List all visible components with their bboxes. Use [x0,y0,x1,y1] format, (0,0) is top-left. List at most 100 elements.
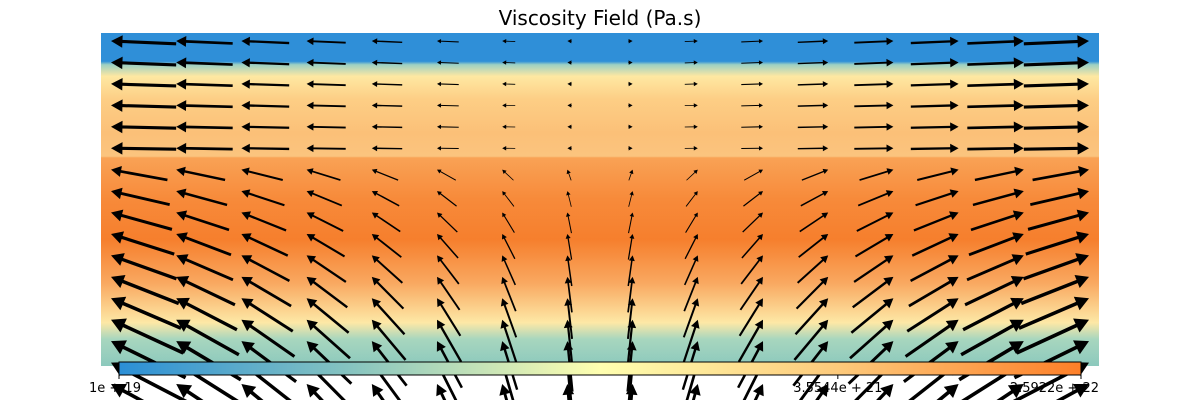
arrow-head [111,383,127,398]
arrow-head [306,37,314,46]
arrow-head [1013,100,1024,112]
velocity-arrow [111,142,177,155]
arrow-shaft [854,61,890,65]
arrow-head [241,233,252,243]
arrow-head [306,80,314,88]
arrow-head [754,341,764,352]
velocity-arrow [815,384,829,400]
arrow-head [437,319,446,330]
arrow-head [1073,296,1089,311]
arrow-head [176,210,188,221]
arrow-head [1073,340,1089,355]
arrow-shaft [310,300,350,334]
arrow-shaft [182,125,233,130]
arrow-head [566,212,571,217]
velocity-arrow [371,81,403,87]
arrow-head [822,145,829,152]
velocity-arrow [306,384,324,400]
arrow-head [756,255,763,263]
velocity-arrow [567,60,572,65]
velocity-arrow [111,165,168,182]
arrow-head [565,233,571,239]
arrow-head [111,56,123,70]
velocity-arrow [563,319,574,366]
arrow-shaft [964,278,1019,307]
arrow-head [241,167,250,176]
velocity-arrow [913,211,959,232]
arrow-shaft [502,389,509,400]
arrow-shaft [502,323,518,364]
arrow-shaft [967,82,1018,88]
arrow-head [567,124,572,130]
velocity-arrow [743,191,763,207]
arrow-shaft [849,322,890,360]
arrow-head [501,276,508,285]
arrow-shaft [910,82,954,87]
arrow-head [176,188,187,199]
arrow-shaft [503,192,515,207]
velocity-arrow [911,233,959,257]
arrow-shaft [1023,146,1083,151]
velocity-arrow [502,103,516,108]
arrow-head [499,384,511,396]
arrow-head [1013,35,1024,47]
arrow-head [628,255,635,262]
arrow-shaft [685,367,698,400]
arrow-head [176,276,190,288]
arrow-shaft [567,193,572,207]
arrow-shaft [627,258,633,287]
arrow-shaft [117,61,177,67]
arrow-head [947,276,959,287]
velocity-arrow [306,37,346,46]
arrow-shaft [996,387,1018,400]
arrow-head [241,211,251,220]
arrow-head [371,384,384,397]
velocity-arrow [960,319,1024,357]
arrow-shaft [797,61,826,65]
velocity-arrow [741,146,763,151]
arrow-shaft [1023,125,1083,130]
arrow-shaft [916,169,955,182]
arrow-shaft [246,125,290,129]
arrow-shaft [374,279,405,310]
arrow-head [176,384,193,399]
arrow-shaft [246,40,290,45]
velocity-arrow [854,37,894,46]
arrow-shaft [245,278,292,308]
arrow-head [1077,77,1089,91]
arrow-head [1007,384,1024,399]
velocity-arrow [974,166,1024,182]
velocity-arrow [176,142,233,154]
arrow-shaft [909,256,955,283]
velocity-arrow [564,276,573,313]
velocity-arrow [741,103,763,108]
velocity-arrow [684,60,698,65]
arrow-head [886,144,894,153]
velocity-arrow [854,58,894,67]
velocity-arrow [797,145,829,152]
velocity-arrow [371,276,405,310]
arrow-shaft [181,256,234,282]
arrow-head [371,298,382,308]
viscosity-field [101,33,1099,366]
arrow-head [693,233,698,240]
arrow-head [111,274,126,289]
arrow-shaft [567,236,573,260]
arrow-head [1013,78,1024,90]
velocity-arrow [437,191,457,207]
velocity-arrow [111,209,173,231]
arrow-shaft [797,83,826,86]
velocity-arrow [854,233,894,258]
arrow-head [950,36,959,46]
velocity-arrow [111,383,145,400]
velocity-arrow [684,124,698,130]
velocity-arrow [371,319,407,361]
velocity-arrow [936,384,959,400]
arrow-shaft [854,235,890,258]
arrow-head [691,298,700,307]
arrow-head [945,319,959,332]
velocity-arrow [849,319,894,360]
velocity-arrow [910,143,959,153]
arrow-head [820,233,829,241]
arrow-shaft [502,258,517,286]
